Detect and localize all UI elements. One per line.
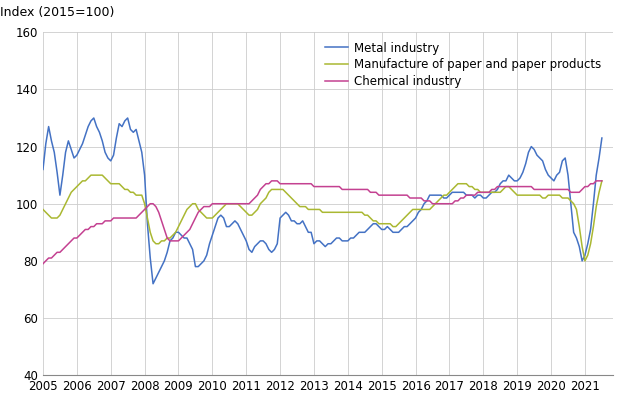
- Metal industry: [598, 136, 606, 140]
- Manufacture of paper and paper products: [525, 193, 532, 198]
- Metal industry: [562, 156, 569, 160]
- Manufacture of paper and paper products: [327, 210, 335, 215]
- Manufacture of paper and paper products: [581, 258, 588, 263]
- Manufacture of paper and paper products: [242, 210, 250, 215]
- Chemical industry: [559, 187, 566, 192]
- Chemical industry: [525, 184, 532, 189]
- Chemical industry: [268, 178, 275, 183]
- Legend: Metal industry, Manufacture of paper and paper products, Chemical industry: Metal industry, Manufacture of paper and…: [320, 37, 606, 92]
- Metal industry: [246, 247, 253, 252]
- Chemical industry: [39, 261, 46, 266]
- Metal industry: [39, 167, 46, 172]
- Manufacture of paper and paper products: [598, 178, 606, 183]
- Manufacture of paper and paper products: [559, 196, 566, 200]
- Metal industry: [90, 116, 97, 120]
- Chemical industry: [293, 181, 301, 186]
- Text: Index (2015=100): Index (2015=100): [0, 6, 115, 18]
- Manufacture of paper and paper products: [87, 173, 95, 178]
- Line: Metal industry: Metal industry: [43, 118, 602, 284]
- Metal industry: [149, 281, 157, 286]
- Metal industry: [296, 221, 304, 226]
- Chemical industry: [581, 184, 588, 189]
- Manufacture of paper and paper products: [584, 253, 591, 258]
- Manufacture of paper and paper products: [39, 207, 46, 212]
- Metal industry: [584, 241, 591, 246]
- Chemical industry: [240, 201, 247, 206]
- Chemical industry: [598, 178, 606, 183]
- Metal industry: [528, 144, 535, 149]
- Manufacture of paper and paper products: [293, 201, 301, 206]
- Line: Manufacture of paper and paper products: Manufacture of paper and paper products: [43, 175, 602, 261]
- Line: Chemical industry: Chemical industry: [43, 181, 602, 264]
- Chemical industry: [327, 184, 335, 189]
- Metal industry: [330, 238, 337, 243]
